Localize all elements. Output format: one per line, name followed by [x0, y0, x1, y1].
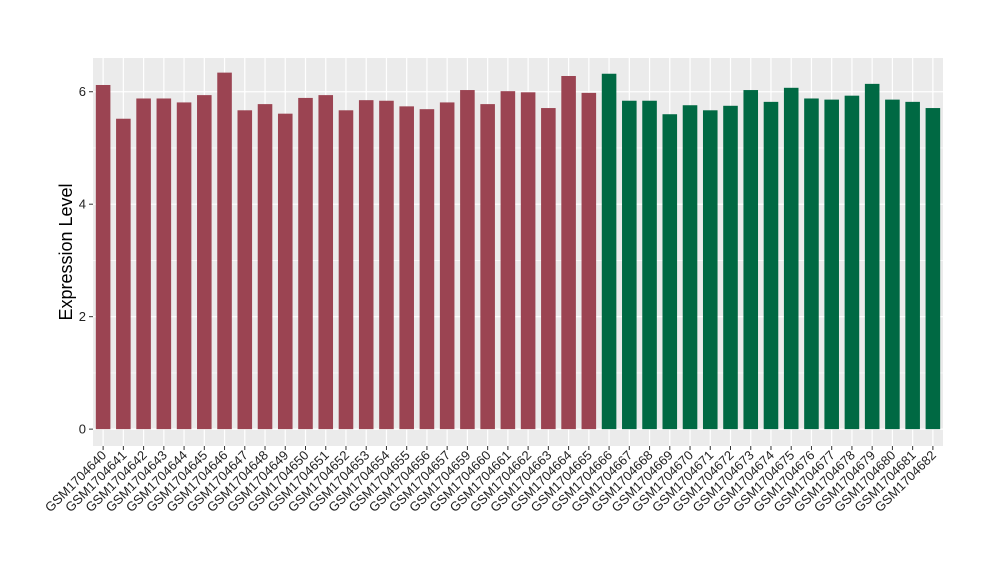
bar-GSM1704646: [217, 72, 232, 430]
bar-GSM1704676: [804, 98, 819, 430]
bar-GSM1704680: [885, 99, 900, 430]
bar-GSM1704662: [520, 92, 536, 430]
bar-GSM1704644: [176, 102, 192, 430]
bars: [95, 72, 941, 430]
bar-GSM1704675: [783, 87, 799, 430]
x-axis: GSM1704640GSM1704641GSM1704642GSM1704643…: [42, 446, 939, 515]
bar-GSM1704643: [156, 98, 172, 430]
y-tick-label: 0: [79, 422, 86, 437]
bar-GSM1704641: [116, 118, 131, 430]
bar-GSM1704679: [864, 83, 880, 430]
bar-GSM1704648: [257, 104, 273, 430]
bar-GSM1704659: [460, 90, 475, 430]
bar-GSM1704653: [358, 100, 374, 430]
bar-GSM1704642: [136, 98, 151, 430]
bar-GSM1704673: [743, 90, 759, 430]
bar-GSM1704656: [419, 109, 435, 430]
y-tick-label: 2: [79, 309, 86, 324]
bar-GSM1704652: [338, 110, 354, 430]
bar-GSM1704667: [622, 100, 637, 430]
bar-GSM1704666: [601, 73, 617, 430]
bar-GSM1704672: [723, 105, 738, 430]
bar-GSM1704670: [682, 105, 698, 430]
bar-GSM1704657: [439, 102, 455, 430]
bar-GSM1704649: [277, 113, 293, 430]
plot-panel: [93, 58, 943, 446]
bar-GSM1704663: [541, 108, 556, 430]
bar-GSM1704650: [298, 97, 313, 430]
bar-GSM1704665: [581, 92, 597, 430]
y-axis: 0 2 4 6: [79, 84, 93, 437]
y-tick-label: 6: [79, 84, 86, 99]
bar-GSM1704645: [197, 95, 212, 430]
y-tick-label: 4: [79, 197, 86, 212]
bar-GSM1704651: [318, 95, 334, 430]
bar-GSM1704668: [642, 100, 657, 430]
bar-GSM1704660: [480, 104, 495, 430]
bar-GSM1704682: [925, 108, 941, 430]
bar-GSM1704671: [702, 110, 718, 430]
bar-GSM1704654: [379, 100, 394, 430]
bar-GSM1704669: [662, 114, 678, 430]
bar-GSM1704647: [237, 110, 253, 430]
bar-GSM1704640: [95, 84, 111, 430]
bar-GSM1704681: [905, 101, 920, 430]
y-axis-title: Expression Level: [56, 183, 76, 320]
bar-GSM1704661: [500, 91, 516, 430]
bar-GSM1704664: [561, 75, 576, 430]
bar-GSM1704674: [763, 101, 779, 430]
bar-GSM1704677: [824, 99, 839, 430]
bar-GSM1704678: [844, 95, 860, 430]
bar-GSM1704655: [399, 106, 414, 430]
